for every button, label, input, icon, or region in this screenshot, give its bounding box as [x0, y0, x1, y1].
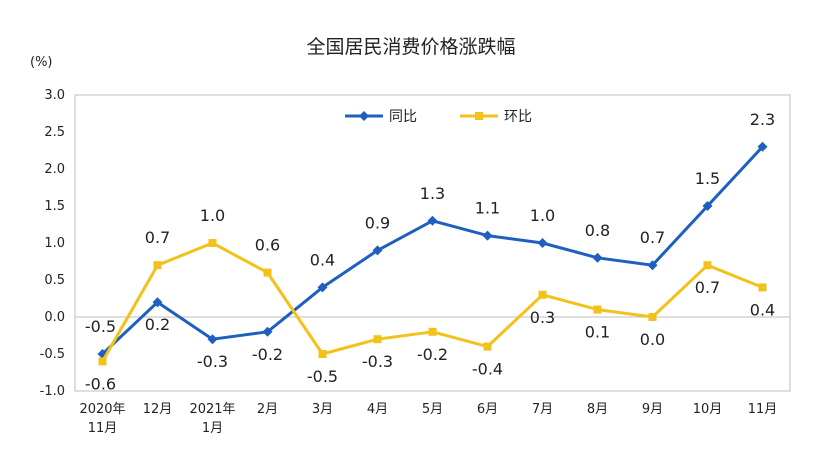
y-tick-label: 3.0	[44, 88, 65, 103]
data-point-marker	[482, 230, 493, 241]
plot-frame	[74, 94, 791, 392]
x-tick-label: 9月	[642, 402, 663, 417]
data-label: 1.1	[475, 199, 500, 218]
legend-label: 环比	[504, 109, 532, 125]
data-label: 0.4	[750, 300, 775, 319]
data-point-marker	[427, 215, 438, 226]
legend: 同比 环比	[345, 109, 532, 125]
data-point-marker	[703, 261, 712, 270]
x-tick-label: 11月	[88, 421, 118, 436]
axes-group: 3.0 2.5 2.0 1.5 1.0 0.5 0.0 -0.5 -1.0 2020年 11月 12月…	[40, 88, 791, 436]
legend-marker	[475, 112, 483, 120]
data-point-marker	[208, 239, 217, 247]
data-label: 1.0	[200, 206, 225, 225]
data-label: -0.3	[197, 352, 228, 371]
y-tick-label: 1.5	[44, 199, 65, 214]
data-label: -0.3	[362, 352, 393, 371]
data-label: 0.7	[640, 228, 665, 247]
series-line-yoy	[101, 145, 764, 356]
data-label: 1.0	[530, 206, 555, 225]
x-tick-label: 8月	[587, 402, 608, 417]
data-label: 1.3	[420, 184, 445, 203]
data-point-marker	[318, 350, 327, 358]
data-point-marker	[702, 201, 713, 211]
x-tick-label: 10月	[693, 402, 723, 417]
x-tick-label: 7月	[532, 402, 553, 417]
data-label: 0.7	[695, 278, 720, 297]
data-label: 0.2	[145, 315, 170, 334]
data-point-marker	[373, 335, 382, 344]
data-point-marker	[428, 327, 437, 336]
data-label: 0.9	[365, 213, 390, 232]
data-point-marker	[262, 326, 273, 337]
data-point-marker	[98, 357, 107, 366]
series-lines-group	[97, 141, 768, 366]
y-tick-label: 2.0	[44, 162, 65, 177]
data-point-marker	[153, 261, 162, 270]
y-tick-label: 2.5	[44, 125, 65, 140]
data-point-marker	[757, 141, 768, 152]
data-point-marker	[592, 252, 603, 263]
y-tick-label: -0.5	[40, 347, 65, 362]
data-point-marker	[537, 238, 548, 248]
data-point-marker	[317, 282, 328, 293]
chart-title: 全国居民消费价格涨跌幅	[306, 36, 516, 58]
data-labels-group: -0.5 0.2 -0.3 -0.2 0.4 0.9 1.3 1.1 1.0 0.8 0.7 1.5 2…	[85, 110, 775, 394]
data-point-marker	[647, 260, 658, 271]
data-label: -0.2	[252, 345, 283, 364]
data-label: 0.1	[585, 323, 610, 342]
x-tick-label: 5月	[422, 402, 443, 417]
x-tick-label: 11月	[748, 402, 778, 417]
x-tick-label: 12月	[143, 402, 173, 417]
data-label: -0.5	[307, 367, 338, 386]
data-point-marker	[483, 342, 492, 351]
data-point-marker	[538, 290, 547, 299]
legend-label: 同比	[389, 109, 417, 125]
y-tick-label: -1.0	[40, 384, 65, 399]
x-tick-label: 2021年	[189, 402, 235, 417]
data-label: 1.5	[695, 169, 720, 188]
y-axis-unit-label: (%)	[30, 55, 53, 70]
data-point-marker	[263, 268, 272, 277]
data-label: -0.5	[85, 317, 116, 336]
data-label: 0.6	[255, 236, 280, 255]
x-tick-label: 2020年	[79, 402, 125, 417]
y-tick-label: 0.0	[44, 310, 65, 325]
data-point-marker	[593, 305, 602, 314]
data-label: -0.6	[85, 374, 116, 393]
data-label: 0.0	[640, 330, 665, 349]
y-tick-label: 1.0	[44, 236, 65, 251]
x-tick-label: 2月	[257, 402, 278, 417]
x-tick-label: 4月	[367, 402, 388, 417]
legend-marker	[359, 111, 369, 121]
data-point-marker	[758, 283, 767, 292]
data-label: 0.3	[530, 308, 555, 327]
data-label: 0.4	[310, 250, 335, 269]
data-point-marker	[207, 334, 218, 345]
x-tick-label: 3月	[312, 402, 333, 417]
data-label: -0.4	[472, 360, 503, 379]
data-label: 0.8	[585, 221, 610, 240]
data-label: 0.7	[145, 228, 170, 247]
y-tick-label: 0.5	[44, 273, 65, 288]
x-tick-label: 6月	[477, 402, 498, 417]
data-label: -0.2	[417, 345, 448, 364]
data-label: 2.3	[750, 110, 775, 129]
data-point-marker	[372, 245, 383, 256]
x-tick-label: 1月	[202, 421, 223, 436]
data-point-marker	[648, 313, 657, 321]
data-point-marker	[152, 297, 163, 308]
